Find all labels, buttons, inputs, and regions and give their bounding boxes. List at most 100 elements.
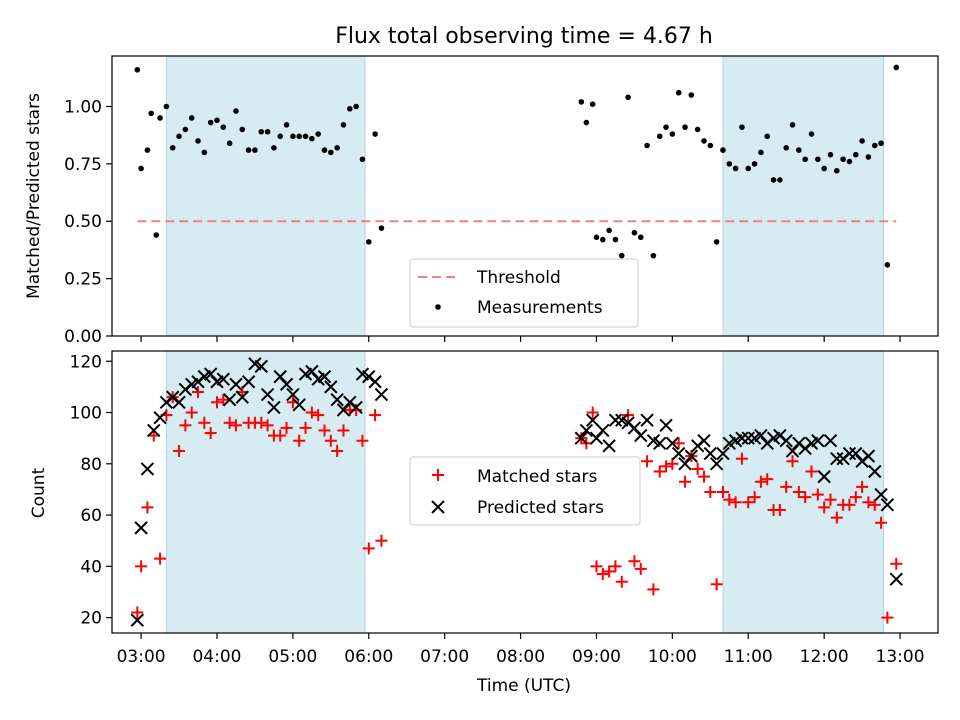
predicted-star-point bbox=[889, 572, 903, 586]
matched-star-point bbox=[754, 475, 767, 488]
measurement-point bbox=[745, 165, 752, 172]
predicted-star-point bbox=[608, 413, 623, 427]
matched-star-point bbox=[805, 465, 818, 478]
x-tick-label: 09:00 bbox=[572, 647, 621, 667]
bottom-y-axis-label: Count bbox=[29, 467, 49, 518]
predicted-star-point bbox=[880, 498, 895, 512]
chart-title: Flux total observing time = 4.67 h bbox=[335, 24, 713, 49]
measurement-point bbox=[631, 229, 638, 236]
y-tick-label: 120 bbox=[70, 352, 102, 372]
top-legend: Threshold Measurements bbox=[409, 258, 639, 328]
predicted-star-point bbox=[153, 410, 167, 425]
top-y-axis-label: Matched/Predicted stars bbox=[24, 93, 44, 299]
measurement-point bbox=[707, 142, 714, 149]
x-tick-label: 06:00 bbox=[344, 647, 393, 667]
measurement-point bbox=[378, 225, 385, 231]
matched-star-point bbox=[312, 409, 325, 422]
measurement-point bbox=[764, 133, 771, 140]
measurement-point bbox=[612, 236, 619, 243]
y-tick-label: 60 bbox=[80, 506, 102, 526]
matched-star-point bbox=[773, 503, 786, 516]
matched-star-point bbox=[881, 611, 894, 624]
predicted-star-point bbox=[811, 434, 825, 448]
predicted-star-point bbox=[216, 372, 231, 386]
predicted-star-point bbox=[267, 400, 281, 415]
measurement-point bbox=[589, 101, 596, 107]
matched-star-point bbox=[204, 427, 217, 440]
predicted-star-point bbox=[286, 387, 300, 402]
measurement-point bbox=[739, 124, 745, 130]
matched-star-point bbox=[603, 565, 616, 578]
measurement-point bbox=[195, 138, 201, 144]
measurement-point bbox=[871, 142, 878, 149]
predicted-star-point bbox=[823, 434, 838, 448]
bottom-plot: 20 40 60 80 100 120 03:00 04:00 05:00 06:00 07:00… bbox=[29, 350, 939, 696]
measurement-point bbox=[599, 236, 606, 243]
measurement-point bbox=[770, 177, 777, 183]
matched-star-point bbox=[830, 511, 843, 524]
measurement-point bbox=[656, 133, 663, 140]
bottom-legend: Matched stars Predicted stars bbox=[409, 456, 641, 526]
matched-star-point bbox=[672, 437, 685, 450]
predicted-star-point bbox=[640, 413, 654, 427]
legend-threshold-label: Threshold bbox=[476, 268, 561, 288]
measurement-point bbox=[153, 232, 160, 238]
measurement-point bbox=[859, 138, 865, 144]
matched-star-point bbox=[653, 465, 666, 478]
predicted-star-point bbox=[596, 423, 610, 438]
measurement-point bbox=[138, 165, 144, 172]
predicted-star-point bbox=[279, 377, 294, 392]
predicted-star-point bbox=[374, 387, 389, 402]
measurement-point bbox=[258, 128, 265, 135]
predicted-star-point bbox=[579, 423, 594, 438]
predicted-star-point bbox=[817, 469, 831, 484]
measurement-point bbox=[157, 115, 163, 121]
legend-predicted-label: Predicted stars bbox=[477, 498, 604, 518]
matched-star-point bbox=[710, 578, 723, 591]
matched-star-point bbox=[179, 419, 192, 432]
matched-star-point bbox=[135, 560, 148, 573]
bottom-star-points bbox=[130, 357, 903, 627]
observing-span bbox=[165, 55, 366, 337]
matched-star-point bbox=[615, 575, 628, 588]
measurement-point bbox=[226, 140, 233, 147]
matched-star-point bbox=[818, 501, 831, 514]
measurement-point bbox=[296, 133, 303, 140]
matched-star-point bbox=[799, 491, 812, 504]
predicted-star-point bbox=[147, 423, 161, 438]
matched-star-point bbox=[356, 434, 369, 447]
top-x-ticks bbox=[140, 336, 901, 342]
predicted-star-point bbox=[874, 487, 888, 502]
measurement-point bbox=[865, 154, 872, 160]
measurement-point bbox=[644, 142, 650, 149]
measurement-point bbox=[783, 145, 790, 151]
measurement-point bbox=[606, 227, 612, 234]
matched-star-point bbox=[318, 424, 331, 437]
measurement-point bbox=[290, 133, 296, 140]
matched-star-point bbox=[868, 498, 881, 511]
measurement-point bbox=[625, 94, 631, 101]
predicted-star-point bbox=[665, 436, 680, 450]
predicted-star-point bbox=[741, 431, 755, 445]
x-tick-label: 13:00 bbox=[876, 647, 925, 667]
matched-star-point bbox=[217, 393, 230, 406]
measurement-point bbox=[148, 110, 155, 117]
matched-star-point bbox=[154, 552, 167, 565]
x-tick-label: 07:00 bbox=[420, 647, 469, 667]
measurement-point bbox=[789, 122, 796, 128]
measurement-point bbox=[682, 124, 688, 130]
top-axes-frame bbox=[111, 55, 939, 337]
predicted-star-point bbox=[330, 393, 344, 407]
matched-star-point bbox=[375, 534, 388, 547]
measurement-point bbox=[827, 151, 834, 158]
predicted-star-point bbox=[697, 434, 711, 448]
measurement-point bbox=[252, 147, 258, 153]
measurement-point bbox=[201, 149, 208, 156]
x-tick-label: 10:00 bbox=[648, 647, 697, 667]
measurement-point bbox=[182, 126, 189, 133]
predicted-star-point bbox=[134, 521, 148, 535]
predicted-star-point bbox=[130, 613, 145, 627]
matched-star-point bbox=[628, 555, 641, 568]
measurement-point bbox=[893, 64, 900, 71]
predicted-star-point bbox=[703, 446, 718, 461]
